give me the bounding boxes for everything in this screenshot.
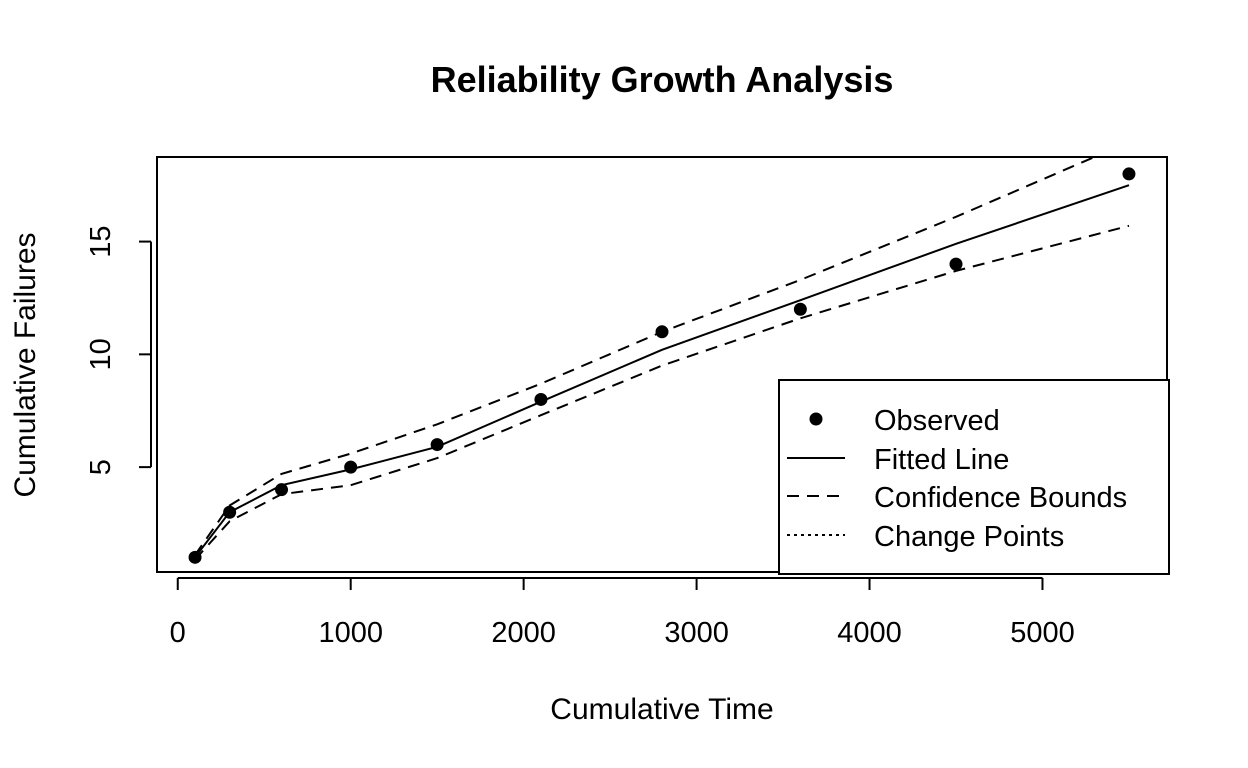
legend-observed-marker bbox=[809, 412, 823, 426]
x-axis-title: Cumulative Time bbox=[550, 693, 773, 726]
observed-point bbox=[949, 257, 963, 271]
y-axis-title: Cumulative Failures bbox=[9, 232, 42, 497]
y-axis: 5 10 15 bbox=[85, 225, 152, 475]
x-tick-label: 1000 bbox=[318, 617, 383, 649]
series-layer bbox=[188, 156, 1136, 564]
confidence-bounds-lower-line bbox=[194, 224, 1130, 561]
observed-point bbox=[1122, 167, 1136, 181]
confidence-bounds-line bbox=[194, 156, 1095, 556]
x-tick-label: 4000 bbox=[837, 617, 902, 649]
legend-label-fitted-line: Fitted Line bbox=[874, 444, 1009, 476]
x-tick-label: 2000 bbox=[491, 617, 556, 649]
x-axis: 0 1000 2000 3000 4000 5000 bbox=[170, 577, 1075, 649]
legend-label-observed: Observed bbox=[874, 405, 1000, 437]
fitted-line-line bbox=[194, 184, 1130, 558]
x-tick-label: 5000 bbox=[1010, 617, 1075, 649]
chart-title: Reliability Growth Analysis bbox=[431, 59, 894, 100]
y-tick-label: 15 bbox=[85, 225, 117, 257]
observed-point bbox=[344, 460, 358, 474]
x-tick-label: 0 bbox=[170, 617, 186, 649]
y-tick-label: 10 bbox=[85, 338, 117, 370]
observed-point bbox=[793, 302, 807, 316]
legend: Observed Fitted Line Confidence Bounds C… bbox=[778, 379, 1170, 575]
legend-label-change-points: Change Points bbox=[874, 521, 1064, 553]
plot-frame bbox=[156, 156, 1168, 573]
y-tick-label: 5 bbox=[85, 459, 117, 475]
legend-label-confidence-bounds: Confidence Bounds bbox=[874, 482, 1127, 514]
legend-box bbox=[778, 379, 1170, 575]
x-tick-label: 3000 bbox=[664, 617, 729, 649]
